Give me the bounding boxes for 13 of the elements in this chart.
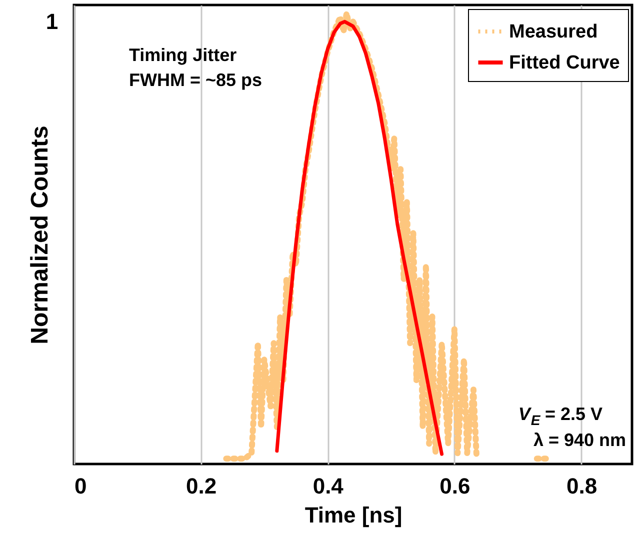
x-axis-title: Time [ns]	[304, 502, 402, 528]
legend-label: Fitted Curve	[509, 52, 620, 74]
text: 1	[46, 9, 58, 34]
x-tick-label: 0.8	[566, 474, 598, 498]
annotation: FWHM = ~85 ps	[129, 70, 262, 90]
x-tick-label: 0	[74, 474, 87, 498]
x-tick-label: 0.4	[312, 474, 344, 498]
annotation: Timing Jitter	[129, 45, 237, 65]
x-tick-label: 0.2	[186, 474, 217, 498]
legend-label: Measured	[509, 22, 598, 42]
x-tick-label: 0.6	[440, 474, 470, 498]
annotation: λ = 940 nm	[533, 430, 626, 450]
y-axis-title: Normalized Counts	[26, 126, 54, 344]
